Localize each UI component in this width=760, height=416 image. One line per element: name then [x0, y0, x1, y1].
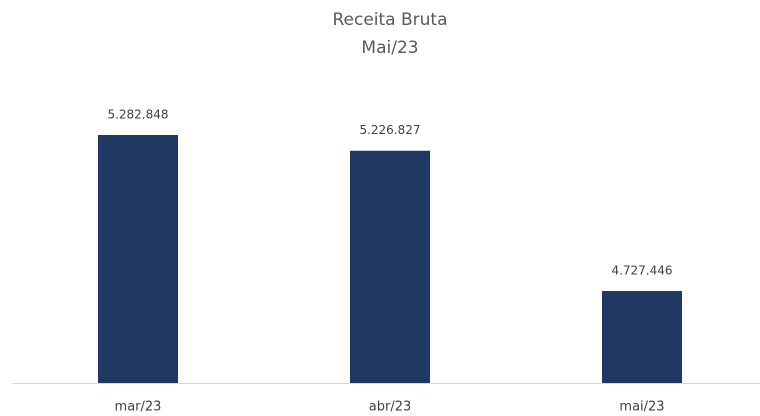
- x-tick-label: mar/23: [115, 400, 162, 415]
- data-label: 5.282.848: [107, 107, 168, 121]
- bar: [602, 291, 682, 383]
- chart-subtitle: Mai/23: [361, 38, 418, 58]
- bar: [98, 134, 178, 383]
- x-tick-label: mai/23: [619, 400, 664, 415]
- bar: [350, 150, 430, 383]
- x-tick-label: abr/23: [369, 400, 412, 415]
- data-label: 4.727.446: [611, 264, 672, 278]
- chart-title: Receita Bruta: [332, 10, 447, 30]
- data-label: 5.226.827: [359, 123, 420, 137]
